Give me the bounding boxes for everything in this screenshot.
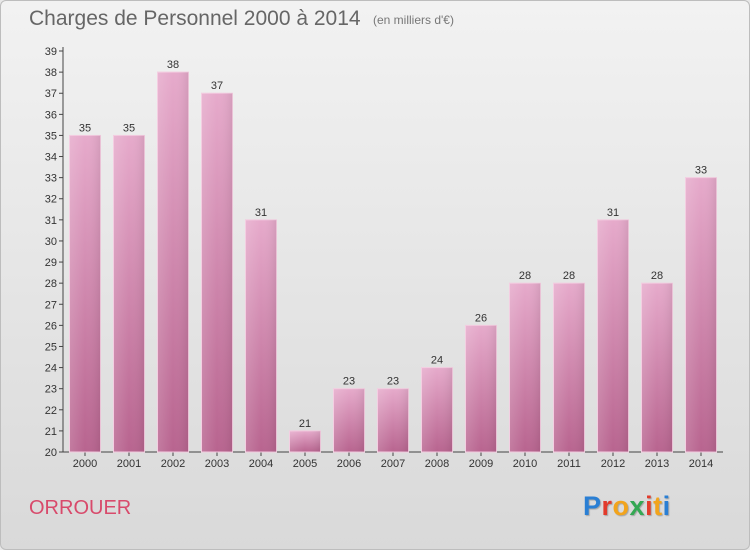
bar-shine (421, 367, 453, 452)
data-label: 31 (255, 207, 267, 219)
bar-shine (289, 430, 321, 452)
logo-letter: t (653, 491, 663, 521)
y-tick-label: 27 (45, 299, 57, 311)
y-tick-label: 28 (45, 278, 57, 290)
chart-subtitle: (en milliers d'€) (373, 13, 454, 27)
y-tick-label: 31 (45, 215, 57, 227)
data-label: 23 (343, 376, 355, 388)
y-tick-label: 29 (45, 257, 57, 269)
y-tick-label: 38 (45, 67, 57, 79)
x-tick-label: 2003 (205, 458, 229, 470)
y-tick-label: 32 (45, 194, 57, 206)
bar-2001 (113, 134, 145, 453)
data-label: 35 (79, 122, 91, 134)
y-tick-label: 37 (45, 88, 57, 100)
x-tick-label: 2011 (557, 458, 581, 470)
logo-letter: o (612, 491, 630, 521)
y-tick-label: 36 (45, 109, 57, 121)
proxiti-logo[interactable]: Proxiti (583, 491, 671, 522)
bar-2006 (333, 388, 365, 453)
data-label: 38 (167, 59, 179, 71)
x-tick-label: 2004 (249, 458, 273, 470)
bar-shine (157, 72, 189, 453)
bar-2013 (641, 282, 673, 453)
y-tick-label: 25 (45, 341, 57, 353)
bar-2000 (69, 134, 101, 453)
data-label: 35 (123, 122, 135, 134)
x-tick-label: 2012 (601, 458, 625, 470)
y-tick-label: 24 (45, 363, 57, 375)
y-tick-label: 30 (45, 236, 57, 248)
bar-2014 (685, 177, 717, 453)
logo-letter: i (645, 491, 654, 521)
data-label: 23 (387, 376, 399, 388)
y-tick-label: 23 (45, 384, 57, 396)
commune-name: ORROUER (29, 497, 132, 519)
bar-2004 (245, 219, 277, 453)
data-label: 33 (695, 165, 707, 177)
bar-2011 (553, 282, 585, 453)
logo-letter: r (601, 491, 613, 521)
bar-2005 (289, 430, 321, 453)
bar-shine (597, 219, 629, 452)
data-label: 26 (475, 312, 487, 324)
bar-shine (333, 388, 365, 452)
y-tick-label: 39 (45, 46, 57, 58)
y-tick-label: 26 (45, 320, 57, 332)
bar-2002 (157, 71, 189, 453)
bar-shine (245, 219, 277, 452)
x-tick-label: 2007 (381, 458, 405, 470)
x-tick-label: 2002 (161, 458, 185, 470)
bar-2008 (421, 367, 453, 453)
logo-letter: x (629, 491, 646, 521)
bar-shine (465, 325, 497, 452)
x-tick-label: 2013 (645, 458, 669, 470)
bar-shine (641, 283, 673, 452)
bar-shine (553, 283, 585, 452)
data-label: 37 (211, 80, 223, 92)
logo-letter: i (662, 491, 671, 521)
bar-2012 (597, 219, 629, 453)
y-tick-label: 33 (45, 173, 57, 185)
bar-shine (685, 177, 717, 452)
data-label: 24 (431, 355, 443, 367)
x-tick-label: 2000 (73, 458, 97, 470)
y-tick-label: 22 (45, 405, 57, 417)
bar-shine (113, 135, 145, 452)
bar-2010 (509, 282, 541, 453)
y-tick-label: 35 (45, 130, 57, 142)
x-tick-label: 2005 (293, 458, 317, 470)
x-tick-label: 2006 (337, 458, 361, 470)
x-tick-label: 2008 (425, 458, 449, 470)
data-label: 28 (519, 270, 531, 282)
bar-shine (509, 283, 541, 452)
x-tick-label: 2014 (689, 458, 713, 470)
data-label: 21 (299, 418, 311, 430)
data-label: 28 (563, 270, 575, 282)
x-tick-label: 2010 (513, 458, 537, 470)
bar-shine (201, 93, 233, 453)
bar-shine (69, 135, 101, 452)
y-tick-label: 20 (45, 447, 57, 459)
x-tick-label: 2009 (469, 458, 493, 470)
data-label: 31 (607, 207, 619, 219)
y-tick-label: 21 (45, 426, 57, 438)
bar-shine (377, 388, 409, 452)
chart-title: Charges de Personnel 2000 à 2014 (29, 7, 361, 30)
bar-2007 (377, 388, 409, 453)
x-tick-label: 2001 (117, 458, 141, 470)
bar-2009 (465, 324, 497, 453)
bar-2003 (201, 92, 233, 453)
y-tick-label: 34 (45, 152, 57, 164)
logo-letter: P (583, 491, 602, 521)
data-label: 28 (651, 270, 663, 282)
